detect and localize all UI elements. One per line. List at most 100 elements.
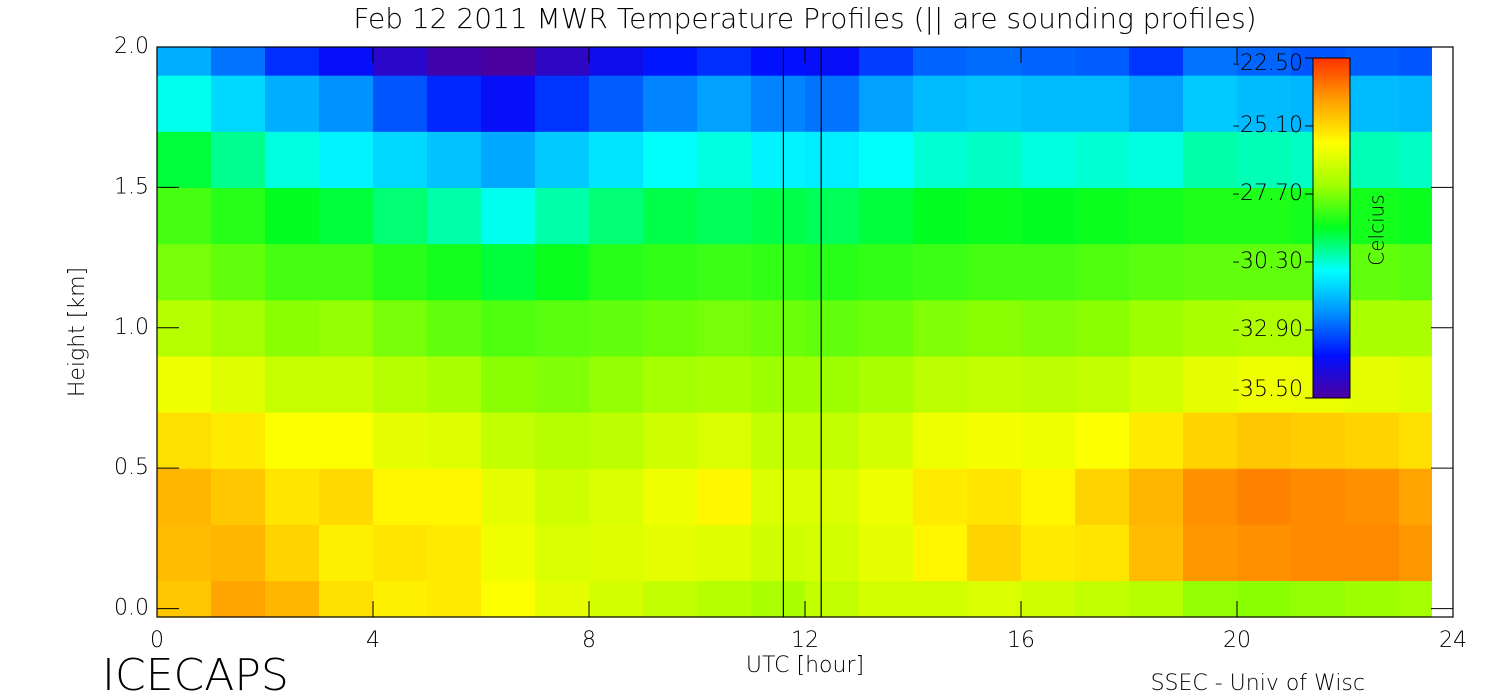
heat-cell (1129, 47, 1184, 76)
heat-cell (535, 75, 590, 132)
heat-cell (967, 468, 1022, 525)
heat-cell (211, 187, 266, 245)
heat-cell (967, 243, 1022, 301)
y-tick-label: 1.0 (114, 315, 149, 340)
heat-cell (319, 355, 374, 413)
heatmap (157, 47, 1432, 618)
heat-cell (1399, 355, 1432, 413)
heat-cell (589, 524, 644, 582)
heat-cell (1021, 299, 1076, 357)
heat-cell (805, 524, 860, 582)
heat-cell (535, 355, 590, 413)
heat-cell (697, 299, 752, 357)
heat-cell (265, 355, 320, 413)
heat-cell (1075, 355, 1130, 413)
heat-cell (1237, 75, 1292, 132)
heat-cell (427, 299, 482, 357)
heat-cell (1075, 47, 1130, 76)
y-tick-label: 0.5 (114, 455, 149, 480)
heat-cell (1345, 355, 1400, 413)
heat-cell (265, 131, 320, 188)
heat-cell (211, 355, 266, 413)
heat-cell (967, 524, 1022, 582)
heat-cell (1399, 299, 1432, 357)
heat-cell (859, 524, 914, 582)
heat-cell (211, 47, 266, 76)
x-tick-label: 0 (150, 628, 164, 653)
colorbar-label: Celcius (1365, 194, 1389, 265)
heat-cell (1399, 187, 1432, 245)
heat-cell (1237, 243, 1292, 301)
heat-cell (1345, 412, 1400, 469)
heat-cell (1399, 524, 1432, 582)
heat-cell (265, 524, 320, 582)
heat-cell (805, 243, 860, 301)
heat-cell (1075, 580, 1130, 618)
heat-cell (1129, 75, 1184, 132)
heat-cell (1075, 187, 1130, 245)
heat-cell (1129, 468, 1184, 525)
heat-cell (805, 412, 860, 469)
heat-cell (1183, 355, 1238, 413)
heat-cell (481, 524, 536, 582)
heat-cell (1129, 355, 1184, 413)
heat-cell (157, 355, 212, 413)
heat-cell (643, 47, 698, 76)
heat-cell (751, 299, 806, 357)
heat-cell (1075, 299, 1130, 357)
heat-cell (427, 243, 482, 301)
heat-cell (751, 580, 806, 618)
heat-cell (589, 580, 644, 618)
heat-cell (157, 187, 212, 245)
heat-cell (319, 47, 374, 76)
heat-cell (805, 299, 860, 357)
heat-cell (913, 412, 968, 469)
heat-cell (589, 75, 644, 132)
heat-cell (319, 299, 374, 357)
heat-cell (1021, 131, 1076, 188)
heat-cell (1183, 524, 1238, 582)
heat-cell (265, 412, 320, 469)
heat-cell (1399, 580, 1432, 618)
heat-cell (643, 187, 698, 245)
x-axis-label: UTC [hour] (746, 653, 864, 678)
heat-cell (1021, 468, 1076, 525)
heat-cell (157, 412, 212, 469)
heat-cell (1183, 412, 1238, 469)
heat-cell (805, 580, 860, 618)
heat-cell (481, 75, 536, 132)
heat-cell (643, 355, 698, 413)
heat-cell (373, 243, 428, 301)
heat-cell (1237, 131, 1292, 188)
heat-cell (1291, 524, 1346, 582)
heat-cell (481, 187, 536, 245)
heat-cell (157, 468, 212, 525)
heat-cell (265, 187, 320, 245)
heat-cell (697, 243, 752, 301)
heat-cell (1345, 299, 1400, 357)
heat-cell (643, 524, 698, 582)
heat-cell (859, 468, 914, 525)
heat-cell (481, 355, 536, 413)
heat-cell (427, 468, 482, 525)
heat-cell (211, 243, 266, 301)
heat-cell (697, 412, 752, 469)
heat-cell (481, 299, 536, 357)
heat-cell (157, 75, 212, 132)
heat-cell (589, 131, 644, 188)
heat-cell (1183, 299, 1238, 357)
heat-cell (1129, 524, 1184, 582)
heat-cell (589, 243, 644, 301)
heat-cell (1399, 75, 1432, 132)
heat-cell (427, 131, 482, 188)
heat-cell (319, 580, 374, 618)
colorbar-tick-label: -25.10 (1232, 113, 1303, 138)
heat-cell (697, 187, 752, 245)
heat-cell (1021, 355, 1076, 413)
heat-cell (427, 524, 482, 582)
heat-cell (1129, 131, 1184, 188)
heat-cell (1345, 131, 1400, 188)
heat-cell (751, 75, 806, 132)
heat-cell (373, 468, 428, 525)
